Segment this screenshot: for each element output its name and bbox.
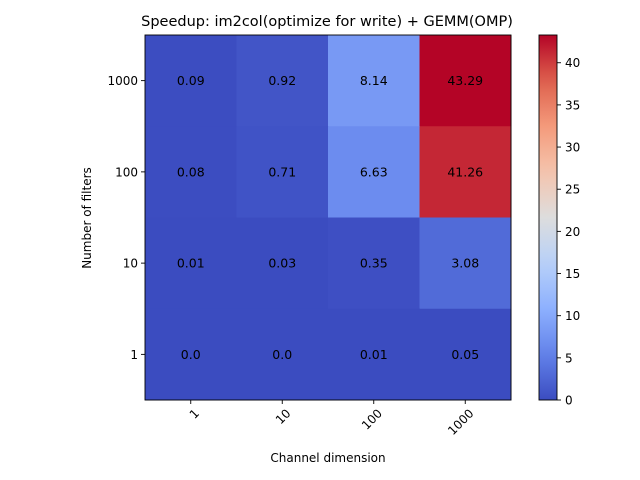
cell-value-label: 0.01	[177, 256, 205, 271]
cell-value-label: 0.03	[268, 256, 296, 271]
heatmap-cell	[328, 217, 420, 310]
cell-value-label: 0.0	[181, 347, 201, 362]
colorbar-tick-label: 30	[565, 141, 580, 155]
heatmap-cell	[419, 308, 512, 401]
chart-title: Speedup: im2col(optimize for write) + GE…	[141, 14, 513, 30]
x-tick-label: 10	[273, 406, 294, 427]
y-tick-label: 1	[130, 348, 138, 362]
plot-frame	[144, 34, 512, 401]
y-tick-label: 10	[123, 257, 138, 271]
cell-value-label: 0.05	[451, 347, 479, 362]
cell-value-label: 3.08	[451, 256, 479, 271]
colorbar-tick-label: 10	[565, 309, 580, 323]
x-tick-label: 1	[187, 406, 202, 421]
heatmap-cell	[145, 126, 237, 218]
x-axis-label: Channel dimension	[270, 451, 385, 465]
colorbar-tick-label: 0	[565, 394, 573, 408]
heatmap-cell	[145, 217, 237, 310]
y-tick-label: 1000	[107, 74, 138, 88]
colorbar-tick-label: 5	[565, 351, 573, 365]
cell-value-label: 41.26	[447, 164, 483, 179]
heatmap-cell	[236, 308, 329, 401]
heatmap-cell	[145, 308, 237, 401]
cell-value-label: 0.09	[177, 73, 205, 88]
y-axis-label: Number of filters	[80, 167, 94, 269]
heatmap-cell-labels: 0.09 0.92 8.14 43.29 0.08 0.71 6.63 41.26 0.01 0.…	[177, 73, 483, 362]
x-axis-ticks: 1 10 100 1000	[187, 400, 477, 438]
cell-value-label: 0.01	[360, 347, 388, 362]
heatmap-cell	[236, 217, 329, 310]
cell-value-label: 43.29	[447, 73, 483, 88]
heatmap-cell	[328, 35, 420, 127]
heatmap-cells	[145, 35, 512, 401]
heatmap-cell	[328, 126, 420, 218]
heatmap-cell	[145, 35, 237, 127]
y-tick-label: 100	[115, 165, 138, 179]
heatmap-cell	[236, 35, 329, 127]
cell-value-label: 6.63	[360, 164, 388, 179]
cell-value-label: 0.35	[360, 256, 388, 271]
colorbar-tick-label: 20	[565, 225, 580, 239]
heatmap-cell	[419, 126, 512, 218]
heatmap-cell	[328, 308, 420, 401]
cell-value-label: 0.0	[272, 347, 292, 362]
cell-value-label: 0.71	[268, 164, 296, 179]
heatmap-cell	[419, 217, 512, 310]
cell-value-label: 8.14	[360, 73, 388, 88]
colorbar-tick-label: 25	[565, 183, 580, 197]
heatmap-cell	[236, 126, 329, 218]
heatmap-cell	[419, 35, 512, 127]
y-axis-ticks: 1000 100 10 1	[107, 74, 145, 362]
colorbar-tick-label: 40	[565, 56, 580, 70]
colorbar	[538, 34, 558, 401]
colorbar-tick-label: 35	[565, 98, 580, 112]
cell-value-label: 0.08	[177, 164, 205, 179]
x-tick-label: 1000	[445, 406, 476, 437]
colorbar-tick-label: 15	[565, 267, 580, 281]
cell-value-label: 0.92	[268, 73, 296, 88]
colorbar-ticks: 0 5 10 15 20 25 30 35 40	[557, 56, 580, 408]
x-tick-label: 100	[359, 406, 385, 432]
